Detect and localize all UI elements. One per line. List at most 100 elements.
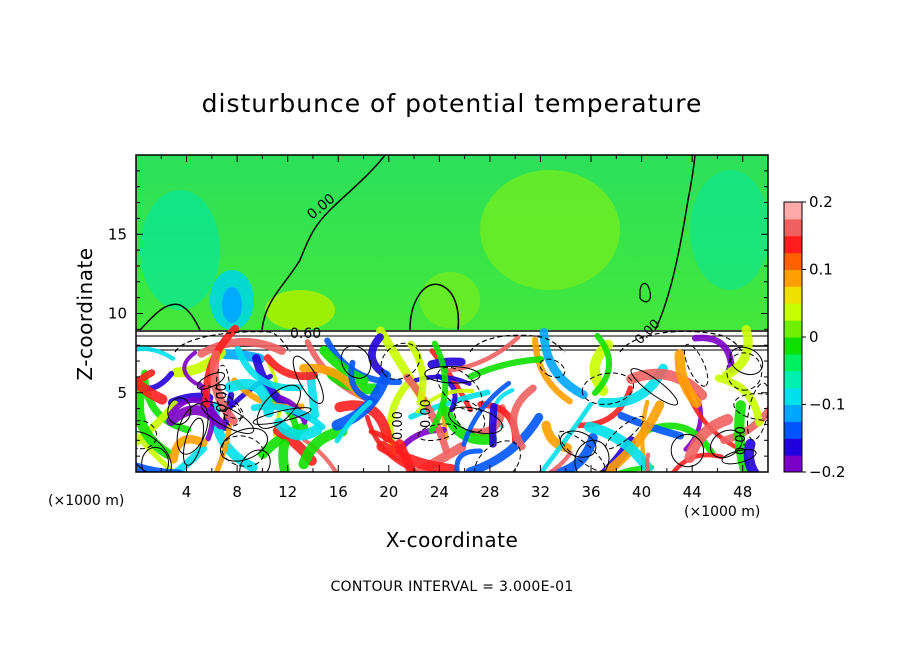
contour-zero	[639, 282, 651, 303]
turbulence-streak	[591, 332, 613, 396]
x-tick-label: 16	[329, 483, 348, 501]
turbulence-streak	[546, 450, 573, 472]
contour-zero	[409, 283, 460, 331]
turbulence-streak	[734, 400, 751, 472]
turbulence-streak	[213, 423, 233, 472]
turbulence-streak	[368, 429, 414, 472]
x-unit-right: (×1000 m)	[684, 504, 760, 520]
turbulence-streak	[278, 439, 291, 472]
turbulence-streak	[509, 384, 537, 451]
turbulence-streak	[334, 399, 373, 444]
colorbar-swatch	[784, 421, 802, 439]
x-tick-label: 48	[733, 483, 752, 501]
contour-line	[182, 417, 205, 466]
colorbar-swatch	[784, 252, 802, 270]
turbulence-streak	[645, 452, 651, 472]
contour-line	[141, 446, 170, 472]
contour-line	[200, 385, 244, 420]
contour-dashed	[619, 330, 743, 353]
contour-label: 0.00	[419, 399, 434, 428]
turbulence-streak	[170, 444, 207, 472]
turbulence-streak	[584, 421, 653, 472]
turbulence-streak	[298, 426, 348, 470]
turbulence-streak	[136, 462, 184, 472]
x-tick-label: 44	[683, 483, 702, 501]
colorbar-swatch	[784, 235, 802, 254]
warm-anomaly	[265, 290, 335, 330]
lower-field	[136, 324, 768, 472]
turbulence-streak	[674, 349, 702, 408]
contour-line	[473, 440, 522, 472]
contour-label: 0.00	[734, 426, 749, 455]
cold-anomaly	[222, 287, 242, 323]
turbulence-streak	[368, 333, 389, 379]
x-tick-label: 24	[430, 483, 449, 501]
contour-dashed	[174, 331, 291, 353]
contour-interval-note: CONTOUR INTERVAL = 3.000E-01	[330, 579, 573, 595]
x-tick-label: 40	[632, 483, 651, 501]
x-tick-label: 36	[581, 483, 600, 501]
turbulence-streak	[722, 325, 753, 380]
contour-line	[252, 407, 312, 425]
turbulence-streak	[692, 334, 735, 374]
contour-line	[670, 433, 705, 468]
contour-line	[709, 429, 743, 459]
colorbar-swatch	[784, 269, 802, 287]
contour-line	[574, 439, 610, 472]
contour-line	[239, 449, 271, 472]
colorbar-tick-label: −0.2	[809, 463, 845, 481]
x-tick-label: 8	[232, 483, 242, 501]
contour-line	[436, 366, 483, 412]
contour-dashed	[469, 334, 566, 353]
contour-line	[136, 431, 172, 472]
y-axis-title: Z-coordinate	[73, 247, 97, 380]
contour-line	[726, 352, 763, 391]
turbulence-streak	[408, 389, 491, 420]
colorbar-tick-label: 0.1	[809, 261, 833, 279]
contour-line	[733, 393, 768, 421]
contour-line	[167, 397, 192, 426]
contour-line	[539, 358, 566, 378]
turbulence-streak	[467, 356, 545, 380]
y-axis: 5 10 15	[108, 170, 768, 457]
contour-line	[223, 405, 242, 427]
turbulence-streak	[136, 375, 168, 405]
colorbar-tick-label: −0.1	[809, 396, 845, 414]
contour-line	[630, 368, 679, 406]
x-tick-label: 32	[531, 483, 550, 501]
x-tick-label: 12	[278, 483, 297, 501]
colorbar: 0.2 0.1 0 −0.1 −0.2	[783, 193, 845, 481]
turbulence-streak	[626, 368, 708, 401]
contour-zero	[139, 303, 201, 331]
turbulence-streak	[604, 400, 665, 472]
turbulence-streak	[136, 369, 156, 389]
colorbar-swatch	[784, 438, 802, 456]
turbulence-streak	[465, 412, 544, 472]
contour-line	[581, 372, 635, 405]
contour-line	[221, 435, 265, 467]
contour-zero	[654, 155, 696, 331]
contour-label: 0.00	[215, 383, 230, 412]
warm-anomaly	[420, 272, 480, 328]
y-tick-label: 5	[117, 384, 127, 402]
turbulence-streak	[539, 327, 588, 400]
contour-label: 0.00	[391, 411, 406, 440]
contour-line	[292, 355, 324, 404]
contour-line	[340, 345, 372, 379]
turbulence-streak	[428, 340, 449, 434]
x-tick-label: 28	[480, 483, 499, 501]
cold-anomaly	[140, 190, 220, 310]
turbulence-streak	[720, 405, 768, 445]
contour-label: 0.60	[290, 326, 321, 342]
contour-line	[256, 384, 301, 429]
contour-line	[559, 430, 597, 458]
turbulence-streak	[427, 357, 466, 369]
contour-line	[683, 343, 709, 387]
turbulence-streak	[446, 335, 521, 373]
contour-line	[380, 342, 421, 380]
turbulence-streak	[684, 413, 734, 464]
turbulence-streak	[273, 417, 323, 441]
turbulence-streak	[743, 438, 760, 472]
colorbar-swatch	[784, 320, 802, 338]
